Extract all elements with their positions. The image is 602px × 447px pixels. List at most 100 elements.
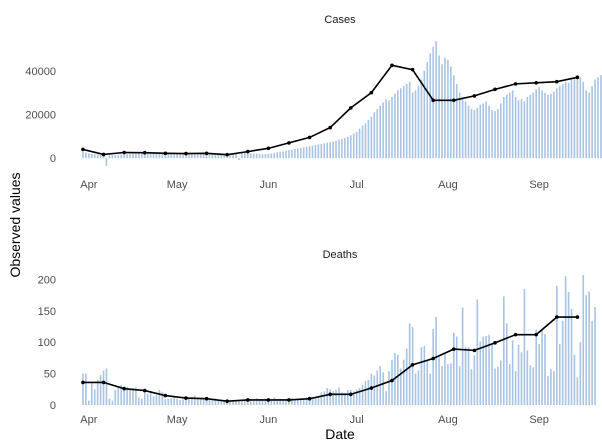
deaths-bar	[220, 401, 223, 405]
deaths-bar	[558, 344, 561, 405]
deaths-trend-point	[287, 398, 291, 402]
deaths-bar	[544, 334, 546, 405]
cases-bar	[535, 89, 537, 159]
cases-bar	[123, 154, 125, 159]
cases-bar	[450, 66, 452, 159]
deaths-bar	[211, 399, 214, 405]
cases-bar	[385, 99, 387, 159]
cases-bar	[220, 153, 223, 159]
deaths-x-axis: Apr May Jun Jul Aug Sep	[80, 414, 549, 426]
cases-bar	[126, 154, 128, 159]
deaths-x-tick-label: Apr	[80, 414, 97, 426]
deaths-bar	[294, 399, 296, 405]
deaths-bar	[505, 323, 508, 405]
cases-bar	[382, 102, 384, 159]
cases-bar	[391, 96, 393, 159]
deaths-trend-point	[410, 363, 415, 367]
cases-bar	[185, 153, 187, 159]
deaths-bar	[267, 399, 270, 405]
deaths-bar	[511, 340, 514, 405]
cases-bar	[447, 59, 449, 159]
cases-bar	[267, 153, 270, 159]
deaths-trend-point	[390, 378, 394, 383]
cases-bar	[420, 79, 423, 159]
deaths-bar	[179, 399, 181, 405]
cases-x-tick-label: Apr	[80, 179, 97, 191]
deaths-bar	[438, 357, 440, 405]
cases-bar	[402, 86, 405, 159]
cases-bar	[208, 153, 211, 159]
deaths-bar	[167, 398, 170, 405]
deaths-bar	[355, 389, 358, 405]
cases-x-tick-label: Jun	[259, 179, 277, 191]
cases-bar	[111, 155, 114, 159]
deaths-bar	[391, 359, 393, 405]
cases-bar	[364, 123, 367, 159]
deaths-bar	[111, 400, 114, 405]
cases-trend-point	[493, 87, 497, 92]
deaths-bar	[191, 396, 193, 405]
deaths-bar	[444, 354, 446, 405]
cases-bar	[188, 153, 190, 159]
deaths-bar	[464, 346, 467, 405]
cases-y-tick-label: 0	[50, 153, 56, 165]
cases-bar	[143, 152, 146, 159]
cases-bar	[397, 90, 399, 159]
cases-bar	[520, 99, 523, 159]
cases-bar	[135, 153, 137, 159]
cases-bar	[273, 153, 276, 159]
deaths-bar	[82, 373, 84, 405]
cases-bar	[470, 109, 473, 159]
deaths-trend-point	[555, 315, 559, 319]
cases-bar	[176, 153, 178, 159]
cases-bar	[270, 153, 273, 159]
deaths-y-axis: 0 50 100 150 200	[38, 274, 56, 412]
deaths-bar	[555, 285, 558, 405]
cases-x-tick-label: Jul	[350, 179, 364, 191]
deaths-bar	[561, 320, 564, 405]
deaths-bar	[299, 399, 302, 405]
cases-bar	[517, 100, 520, 159]
deaths-bar	[199, 398, 202, 405]
cases-bar	[276, 152, 278, 159]
deaths-bar	[441, 366, 443, 405]
deaths-bar	[138, 397, 140, 405]
deaths-bar	[308, 398, 311, 405]
deaths-bar	[332, 391, 334, 405]
cases-bar	[149, 152, 152, 159]
deaths-bar	[458, 366, 461, 405]
deaths-trend-point	[575, 315, 580, 319]
deaths-bar	[143, 390, 146, 405]
cases-trend-point	[122, 150, 126, 155]
deaths-bar	[541, 329, 543, 405]
cases-bar	[229, 154, 231, 159]
cases-bar	[138, 153, 140, 159]
deaths-bar	[305, 397, 308, 405]
cases-trend-point	[410, 67, 415, 72]
cases-bar	[597, 77, 599, 159]
cases-bar	[561, 83, 564, 159]
deaths-bar	[270, 399, 273, 405]
cases-bar	[296, 148, 299, 159]
cases-bar	[173, 153, 175, 159]
cases-bar	[370, 116, 373, 159]
deaths-trend-point	[328, 392, 332, 397]
cases-bars	[82, 41, 602, 166]
cases-bar	[341, 138, 343, 159]
cases-bar	[214, 153, 217, 159]
deaths-bar	[241, 399, 243, 405]
deaths-x-tick-label: Aug	[438, 414, 458, 426]
deaths-bar	[279, 398, 281, 405]
cases-bar	[114, 154, 117, 159]
deaths-bar	[547, 376, 549, 405]
cases-bar	[96, 154, 99, 159]
cases-bar	[329, 142, 331, 159]
deaths-bar	[244, 399, 246, 405]
cases-bar	[288, 150, 290, 159]
cases-trend-point	[431, 98, 435, 103]
deaths-x-tick-label: Jul	[350, 414, 364, 426]
deaths-bar	[467, 347, 470, 405]
deaths-bar	[99, 374, 102, 405]
deaths-trend-point	[204, 396, 209, 401]
deaths-trend-point	[307, 396, 312, 401]
